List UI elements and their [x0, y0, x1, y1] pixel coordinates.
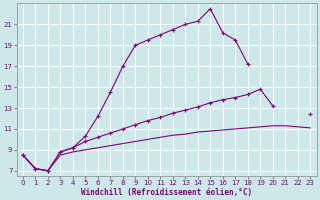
X-axis label: Windchill (Refroidissement éolien,°C): Windchill (Refroidissement éolien,°C)	[81, 188, 252, 197]
